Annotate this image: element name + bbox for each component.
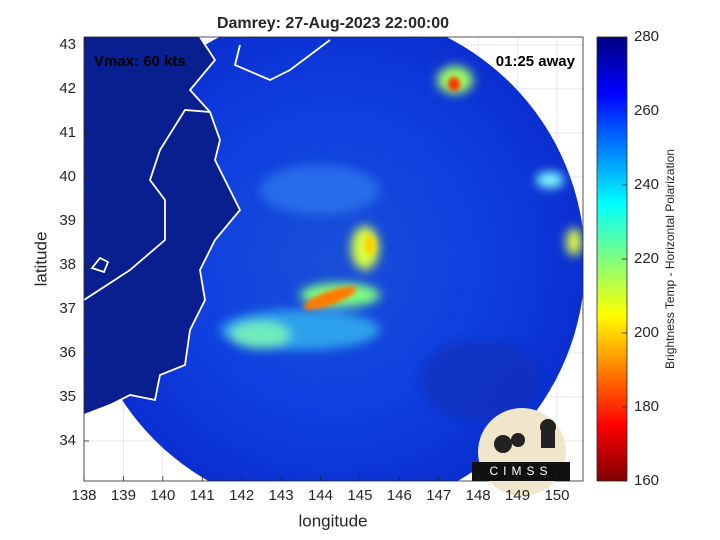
y-axis-label: latitude <box>31 232 50 287</box>
chart-title: Damrey: 27-Aug-2023 22:00:00 <box>217 15 449 32</box>
x-tick-label: 149 <box>505 487 530 504</box>
rain-bands <box>220 66 582 420</box>
x-tick-label: 150 <box>544 487 569 504</box>
coastline <box>84 37 331 416</box>
land <box>84 37 240 415</box>
logo: CIMSS <box>472 408 570 496</box>
x-axis-label: longitude <box>298 511 367 530</box>
y-tick-label: 36 <box>59 344 76 361</box>
logo-text: CIMSS <box>489 464 552 478</box>
y-tick-label: 40 <box>59 168 76 185</box>
y-tick-label: 43 <box>59 36 76 53</box>
x-tick-label: 141 <box>190 487 215 504</box>
x-tick-label: 140 <box>150 487 175 504</box>
x-tick-label: 143 <box>269 487 294 504</box>
y-tick-label: 38 <box>59 256 76 273</box>
x-tick-label: 138 <box>71 487 96 504</box>
y-tick-label: 35 <box>59 388 76 405</box>
y-tick-label: 39 <box>59 212 76 229</box>
y-tick-label: 42 <box>59 80 76 97</box>
colorbar-label: Brightness Temp - Horizontal Polarizatio… <box>663 149 677 369</box>
colorbar-tick-label: 160 <box>634 472 659 489</box>
colorbar-tick-label: 200 <box>634 324 659 341</box>
x-tick-label: 145 <box>347 487 372 504</box>
colorbar-tick-label: 280 <box>634 28 659 45</box>
x-tick-label: 144 <box>308 487 333 504</box>
colorbar-tick-label: 240 <box>634 176 659 193</box>
annotation: Vmax: 60 kts <box>94 53 186 70</box>
x-tick-label: 142 <box>229 487 254 504</box>
annotation: 01:25 away <box>496 53 576 70</box>
colorbar-tick-label: 180 <box>634 398 659 415</box>
x-tick-label: 147 <box>426 487 451 504</box>
plot-frame <box>83 36 584 482</box>
y-tick-label: 37 <box>59 300 76 317</box>
y-tick-label: 41 <box>59 124 76 141</box>
x-tick-label: 148 <box>466 487 491 504</box>
brightness-image <box>84 37 583 481</box>
colorbar-tick-label: 260 <box>634 102 659 119</box>
x-tick-label: 139 <box>111 487 136 504</box>
y-tick-label: 34 <box>59 432 76 449</box>
colorbar-tick-label: 220 <box>634 250 659 267</box>
x-tick-label: 146 <box>387 487 412 504</box>
